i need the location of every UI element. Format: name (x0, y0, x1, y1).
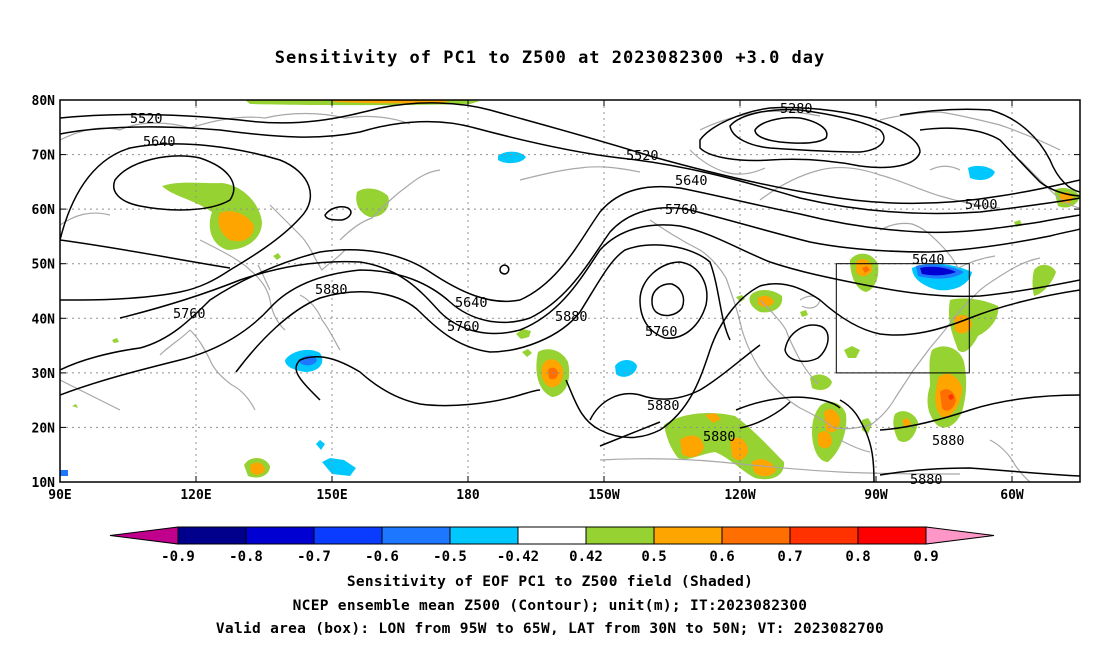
contour-label: 5760 (665, 202, 698, 218)
colorbar: -0.9 -0.8 -0.7 -0.6 -0.5 -0.42 0.42 0.5 0.6 0.7 0.… (109, 526, 995, 565)
colorbar-box (517, 526, 587, 545)
colorbar-box (721, 526, 791, 545)
colorbar-tick-label: -0.42 (497, 549, 539, 565)
lon-label: 180 (456, 488, 480, 503)
contour-label: 5640 (912, 252, 945, 268)
footer-line-1: Sensitivity of EOF PC1 to Z500 field (Sh… (346, 574, 754, 590)
colorbar-box (449, 526, 519, 545)
contour-label: 5520 (130, 111, 163, 127)
colorbar-box (313, 526, 383, 545)
contour-label: 5400 (965, 197, 998, 213)
colorbar-tick-label: -0.8 (229, 549, 263, 565)
colorbar-tick-label: -0.9 (161, 549, 195, 565)
lat-label: 60N (32, 203, 56, 218)
figure-title: Sensitivity of PC1 to Z500 at 2023082300… (274, 48, 826, 68)
colorbar-tick-label: -0.5 (433, 549, 467, 565)
contour-label: 5760 (447, 319, 480, 335)
lon-label: 90E (48, 488, 71, 503)
colorbar-tick-label: -0.6 (365, 549, 399, 565)
colorbar-tick-label: 0.5 (641, 549, 666, 565)
lat-label: 50N (32, 258, 56, 273)
lat-label: 80N (32, 94, 56, 109)
lon-label: 120W (724, 488, 755, 503)
contour-labels: 5520 5640 5280 5520 5640 5760 5400 5640 … (130, 101, 998, 488)
colorbar-box (857, 526, 927, 545)
contour-label: 5760 (173, 306, 206, 322)
lon-label: 60W (1000, 488, 1024, 503)
colorbar-tick-label: 0.8 (845, 549, 870, 565)
colorbar-box (789, 526, 859, 545)
longitude-labels: 90E 120E 150E 180 150W 120W 90W 60W (48, 488, 1024, 503)
valid-area-box (835, 263, 970, 374)
colorbar-box (381, 526, 451, 545)
colorbar-box (585, 526, 655, 545)
colorbar-tick-label: 0.6 (709, 549, 734, 565)
lat-label: 10N (32, 476, 56, 491)
contour-label: 5640 (455, 295, 488, 311)
latitude-labels: 80N 70N 60N 50N 40N 30N 20N 10N (32, 94, 56, 491)
colorbar-labels: -0.9 -0.8 -0.7 -0.6 -0.5 -0.42 0.42 0.5 0.6 0.7 0.… (161, 549, 939, 565)
contour-label: 5880 (703, 429, 736, 445)
contour-label: 5880 (555, 309, 588, 325)
lat-label: 20N (32, 421, 56, 436)
footer-line-3: Valid area (box): LON from 95W to 65W, L… (215, 621, 885, 637)
axis-ticks (60, 99, 1080, 482)
colorbar-left-arrow (109, 526, 179, 545)
lat-label: 70N (32, 149, 56, 164)
colorbar-tick-label: 0.42 (569, 549, 603, 565)
contour-label: 5880 (315, 282, 348, 298)
lat-lon-grid (60, 100, 1080, 482)
contour-label: 5520 (626, 148, 659, 164)
colorbar-tick-label: 0.9 (913, 549, 938, 565)
colorbar-tick-label: -0.7 (297, 549, 331, 565)
lat-label: 30N (32, 367, 56, 382)
shade-top-band (245, 100, 480, 106)
contour-label: 5760 (645, 324, 678, 340)
lon-label: 150E (316, 488, 347, 503)
lon-label: 120E (180, 488, 211, 503)
coastlines (60, 110, 1080, 482)
contour-label: 5640 (143, 134, 176, 150)
contour-label: 5880 (647, 398, 680, 414)
lat-label: 40N (32, 312, 56, 327)
contour-label: 5640 (675, 173, 708, 189)
contour-label: 5880 (910, 472, 943, 488)
contour-label: 5880 (932, 433, 965, 449)
z500-contours (60, 102, 1080, 482)
map-frame (59, 99, 1081, 483)
colorbar-boxes (109, 526, 995, 545)
colorbar-box (245, 526, 315, 545)
footer-line-2: NCEP ensemble mean Z500 (Contour); unit(… (292, 598, 808, 614)
lon-label: 90W (864, 488, 888, 503)
shade-mexico (664, 290, 918, 480)
colorbar-right-arrow (925, 526, 995, 545)
colorbar-box (177, 526, 247, 545)
contour-label: 5280 (780, 101, 813, 117)
colorbar-box (653, 526, 723, 545)
colorbar-tick-label: 0.7 (777, 549, 802, 565)
shade-pacific (60, 151, 637, 478)
lon-label: 150W (588, 488, 619, 503)
